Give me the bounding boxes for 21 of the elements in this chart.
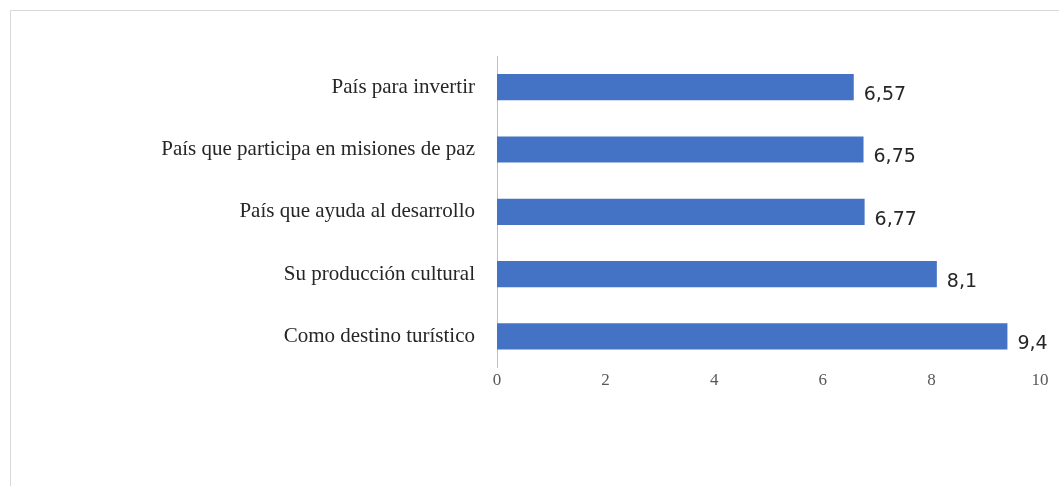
y-tick-label: Su producción cultural bbox=[283, 260, 476, 285]
data-label: 6,57 bbox=[863, 82, 907, 105]
data-label: 6,75 bbox=[873, 144, 916, 167]
y-tick-label: Como destino turístico bbox=[283, 322, 475, 347]
y-tick-label: País para invertir bbox=[331, 73, 476, 98]
bar bbox=[497, 323, 1008, 350]
data-label: 6,77 bbox=[874, 206, 917, 229]
y-tick-label: País que participa en misiones de paz bbox=[161, 136, 475, 160]
data-label: 8,1 bbox=[946, 269, 978, 292]
x-tick-label: 6 bbox=[818, 370, 828, 390]
x-tick-label: 10 bbox=[1031, 370, 1049, 390]
x-tick-label: 2 bbox=[601, 370, 610, 390]
y-tick-label: País que ayuda al desarrollo bbox=[239, 198, 475, 223]
bar bbox=[497, 74, 854, 101]
data-label: 9,4 bbox=[1017, 331, 1048, 354]
bar bbox=[497, 198, 865, 225]
x-tick-label: 8 bbox=[927, 370, 936, 390]
x-tick-label: 4 bbox=[709, 370, 719, 390]
bar bbox=[497, 261, 937, 288]
bar bbox=[497, 136, 864, 163]
x-tick-label: 0 bbox=[492, 370, 502, 390]
